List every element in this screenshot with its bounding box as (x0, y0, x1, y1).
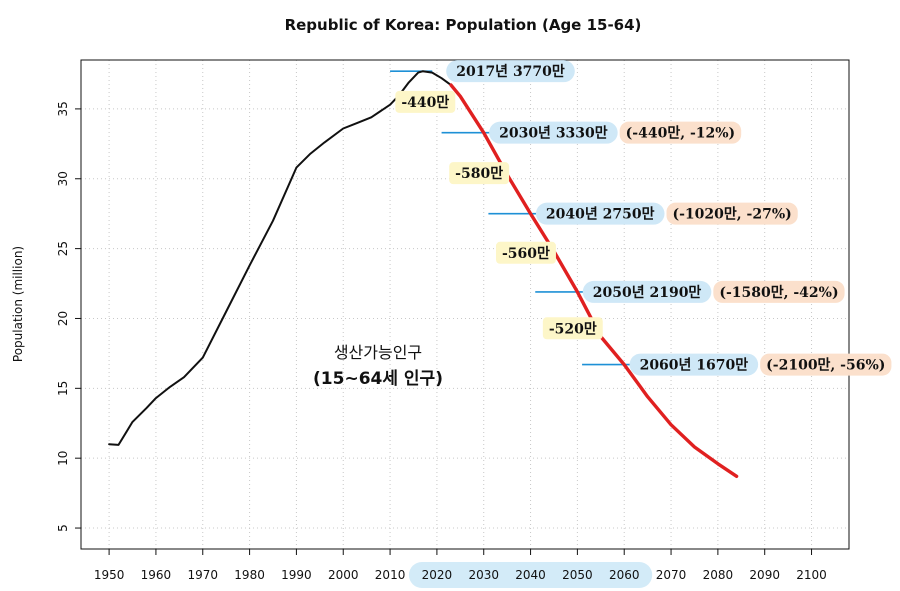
decade-drop-bg (395, 90, 456, 113)
x-tick-label: 2070 (656, 568, 687, 582)
x-tick-label: 2100 (796, 568, 827, 582)
decade-drop-bg (542, 317, 603, 340)
x-tick-label: 2050 (562, 568, 593, 582)
point-label: 2030년 3330만 (499, 126, 608, 142)
point-label-bg (489, 121, 618, 144)
x-axis: 1950 1960 1970 1980 1990 2000 2010 2020 2030 2040… (94, 549, 827, 582)
projection-line (449, 83, 739, 478)
peak-label: 2017년 3770만 (456, 64, 565, 80)
x-tick-label: 2030 (468, 568, 499, 582)
center-label-line1: 생산가능인구 (334, 343, 422, 362)
point-label-bg (535, 202, 665, 225)
peak-label-bg (446, 60, 575, 83)
background-layer (408, 562, 653, 588)
point-label: 2050년 2190만 (593, 285, 702, 301)
decade-drop-label: -560만 (502, 246, 550, 262)
point-label-bg (582, 280, 712, 303)
change-label: (-1020만, -27%) (673, 207, 792, 223)
x-tick-label: 2040 (515, 568, 546, 582)
center-label-line2: (15~64세 인구) (313, 369, 443, 389)
change-label: (-2100만, -56%) (766, 358, 885, 374)
change-label-bg (666, 202, 798, 225)
x-tick-label: 2020 (422, 568, 453, 582)
change-label-bg (713, 280, 845, 303)
x-tick-label: 2090 (749, 568, 780, 582)
y-tick-label: 25 (56, 241, 70, 256)
y-axis-label: Population (million) (11, 246, 25, 362)
y-tick-label: 10 (56, 451, 70, 466)
y-tick-label: 15 (56, 381, 70, 396)
x-tick-label: 2080 (703, 568, 734, 582)
change-label-bg (760, 353, 892, 376)
y-axis: 5 10 15 20 25 30 35 (56, 101, 81, 532)
decade-drop-label: -520만 (549, 321, 597, 337)
y-tick-label: 30 (56, 171, 70, 186)
x-tick-label: 1980 (234, 568, 265, 582)
y-tick-label: 20 (56, 311, 70, 326)
decade-drop-bg (449, 162, 510, 185)
x-tick-label: 2010 (375, 568, 406, 582)
annotation-layer: 2017년 3770만 2030년 3330만 (-440만, -12%) 2040년… (395, 60, 892, 376)
x-highlight-band (408, 562, 653, 588)
plot-frame (80, 59, 850, 550)
decade-drop-label: -580만 (455, 166, 503, 182)
historical-line (108, 70, 452, 446)
change-label-bg (619, 121, 742, 144)
x-tick-label: 1960 (141, 568, 172, 582)
change-label: (-440만, -12%) (626, 126, 736, 142)
point-label-bg (629, 353, 759, 376)
x-tick-label: 2000 (328, 568, 359, 582)
y-tick-label: 35 (56, 101, 70, 116)
x-tick-label: 1990 (281, 568, 312, 582)
decade-drop-bg (496, 241, 556, 264)
x-tick-label: 1970 (187, 568, 218, 582)
change-label: (-1580만, -42%) (719, 285, 838, 301)
series-layer (108, 70, 739, 478)
x-tick-label: 2060 (609, 568, 640, 582)
point-label: 2060년 1670만 (640, 358, 749, 374)
x-tick-label: 1950 (94, 568, 125, 582)
chart-title: Republic of Korea: Population (Age 15-64… (285, 16, 642, 34)
y-tick-label: 5 (56, 524, 70, 532)
decade-drop-label: -440만 (401, 95, 449, 111)
point-label: 2040년 2750만 (546, 207, 655, 223)
